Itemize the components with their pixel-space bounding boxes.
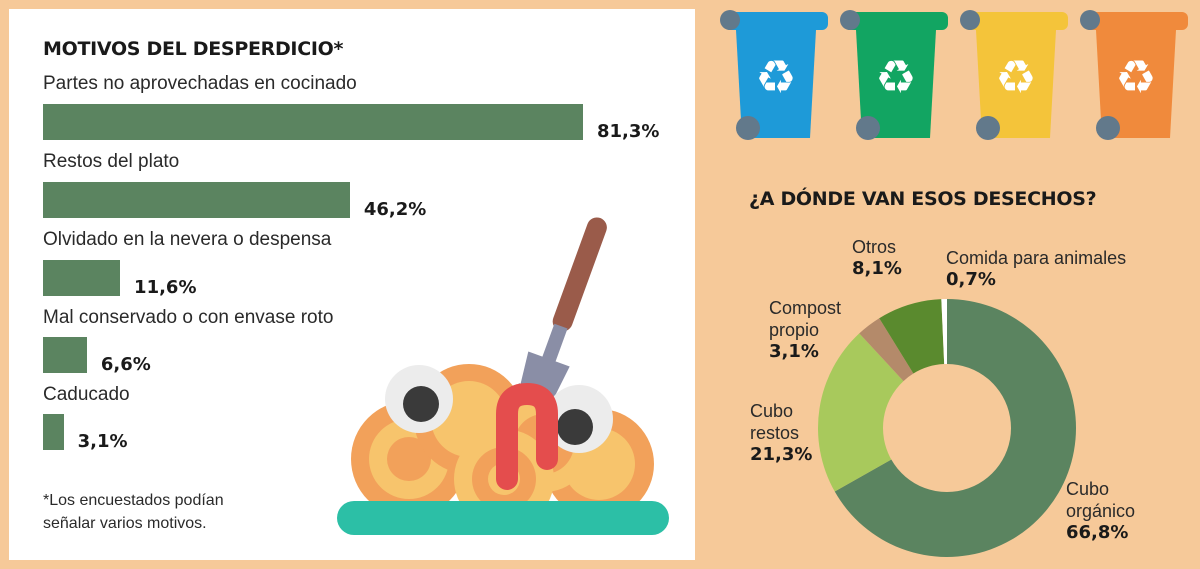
slice-value: 66,8% bbox=[1066, 522, 1129, 543]
bar bbox=[43, 337, 87, 373]
bin-orange: ♻ bbox=[1080, 10, 1188, 140]
slice-label-restos: Cubo restos 21,3% bbox=[750, 400, 820, 466]
recycle-icon: ♻ bbox=[875, 50, 916, 104]
recycle-icon: ♻ bbox=[1115, 50, 1156, 104]
donut-chart-title: ¿A DÓNDE VAN ESOS DESECHOS? bbox=[749, 188, 1097, 210]
slice-name: Cubo orgánico bbox=[1066, 479, 1136, 521]
spaghetti-plate-illustration bbox=[337, 217, 669, 535]
slice-label-organico: Cubo orgánico 66,8% bbox=[1066, 478, 1146, 544]
footnote: *Los encuestados podían señalar varios m… bbox=[43, 492, 224, 532]
recycle-icon: ♻ bbox=[995, 50, 1036, 104]
slice-name: Compost propio bbox=[769, 298, 842, 340]
recycling-bins: ♻ ♻ ♻ ♻ bbox=[720, 10, 1188, 140]
bar-chart-title: MOTIVOS DEL DESPERDICIO* bbox=[43, 38, 344, 60]
category-label: Caducado bbox=[43, 384, 130, 405]
bin-blue: ♻ bbox=[720, 10, 828, 140]
bar bbox=[43, 260, 121, 296]
value-label: 3,1% bbox=[77, 431, 128, 452]
slice-label-animales: Comida para animales 0,7% bbox=[946, 247, 1126, 291]
category-label: Mal conservado o con envase roto bbox=[43, 307, 334, 328]
bar bbox=[43, 104, 583, 140]
donut-slice bbox=[879, 299, 945, 374]
value-label: 46,2% bbox=[363, 199, 427, 220]
value-label: 6,6% bbox=[100, 354, 151, 375]
slice-value: 3,1% bbox=[769, 341, 819, 362]
slice-name: Comida para animales bbox=[946, 248, 1127, 268]
category-label: Olvidado en la nevera o despensa bbox=[43, 229, 332, 250]
bar bbox=[43, 414, 64, 450]
slice-label-otros: Otros 8,1% bbox=[852, 236, 902, 280]
value-label: 81,3% bbox=[597, 121, 660, 142]
category-label: Partes no aprovechadas en cocinado bbox=[43, 73, 357, 94]
donut-slice bbox=[859, 318, 914, 382]
category-label: Restos del plato bbox=[43, 151, 180, 172]
slice-label-compost: Compost propio 3,1% bbox=[769, 297, 864, 363]
slice-value: 21,3% bbox=[750, 444, 813, 465]
left-panel: MOTIVOS DEL DESPERDICIO* Partes no aprov… bbox=[9, 9, 695, 560]
bin-green: ♻ bbox=[840, 10, 948, 140]
slice-value: 0,7% bbox=[946, 269, 996, 290]
donut-slice bbox=[834, 299, 1076, 557]
bin-yellow: ♻ bbox=[960, 10, 1068, 140]
donut-slice bbox=[818, 333, 904, 492]
slice-value: 8,1% bbox=[852, 258, 902, 279]
recycle-icon: ♻ bbox=[755, 50, 796, 104]
donut-slice bbox=[941, 299, 947, 365]
slice-name: Otros bbox=[852, 237, 897, 257]
bar bbox=[43, 182, 350, 218]
slice-name: Cubo restos bbox=[750, 401, 800, 443]
value-label: 11,6% bbox=[134, 277, 197, 298]
